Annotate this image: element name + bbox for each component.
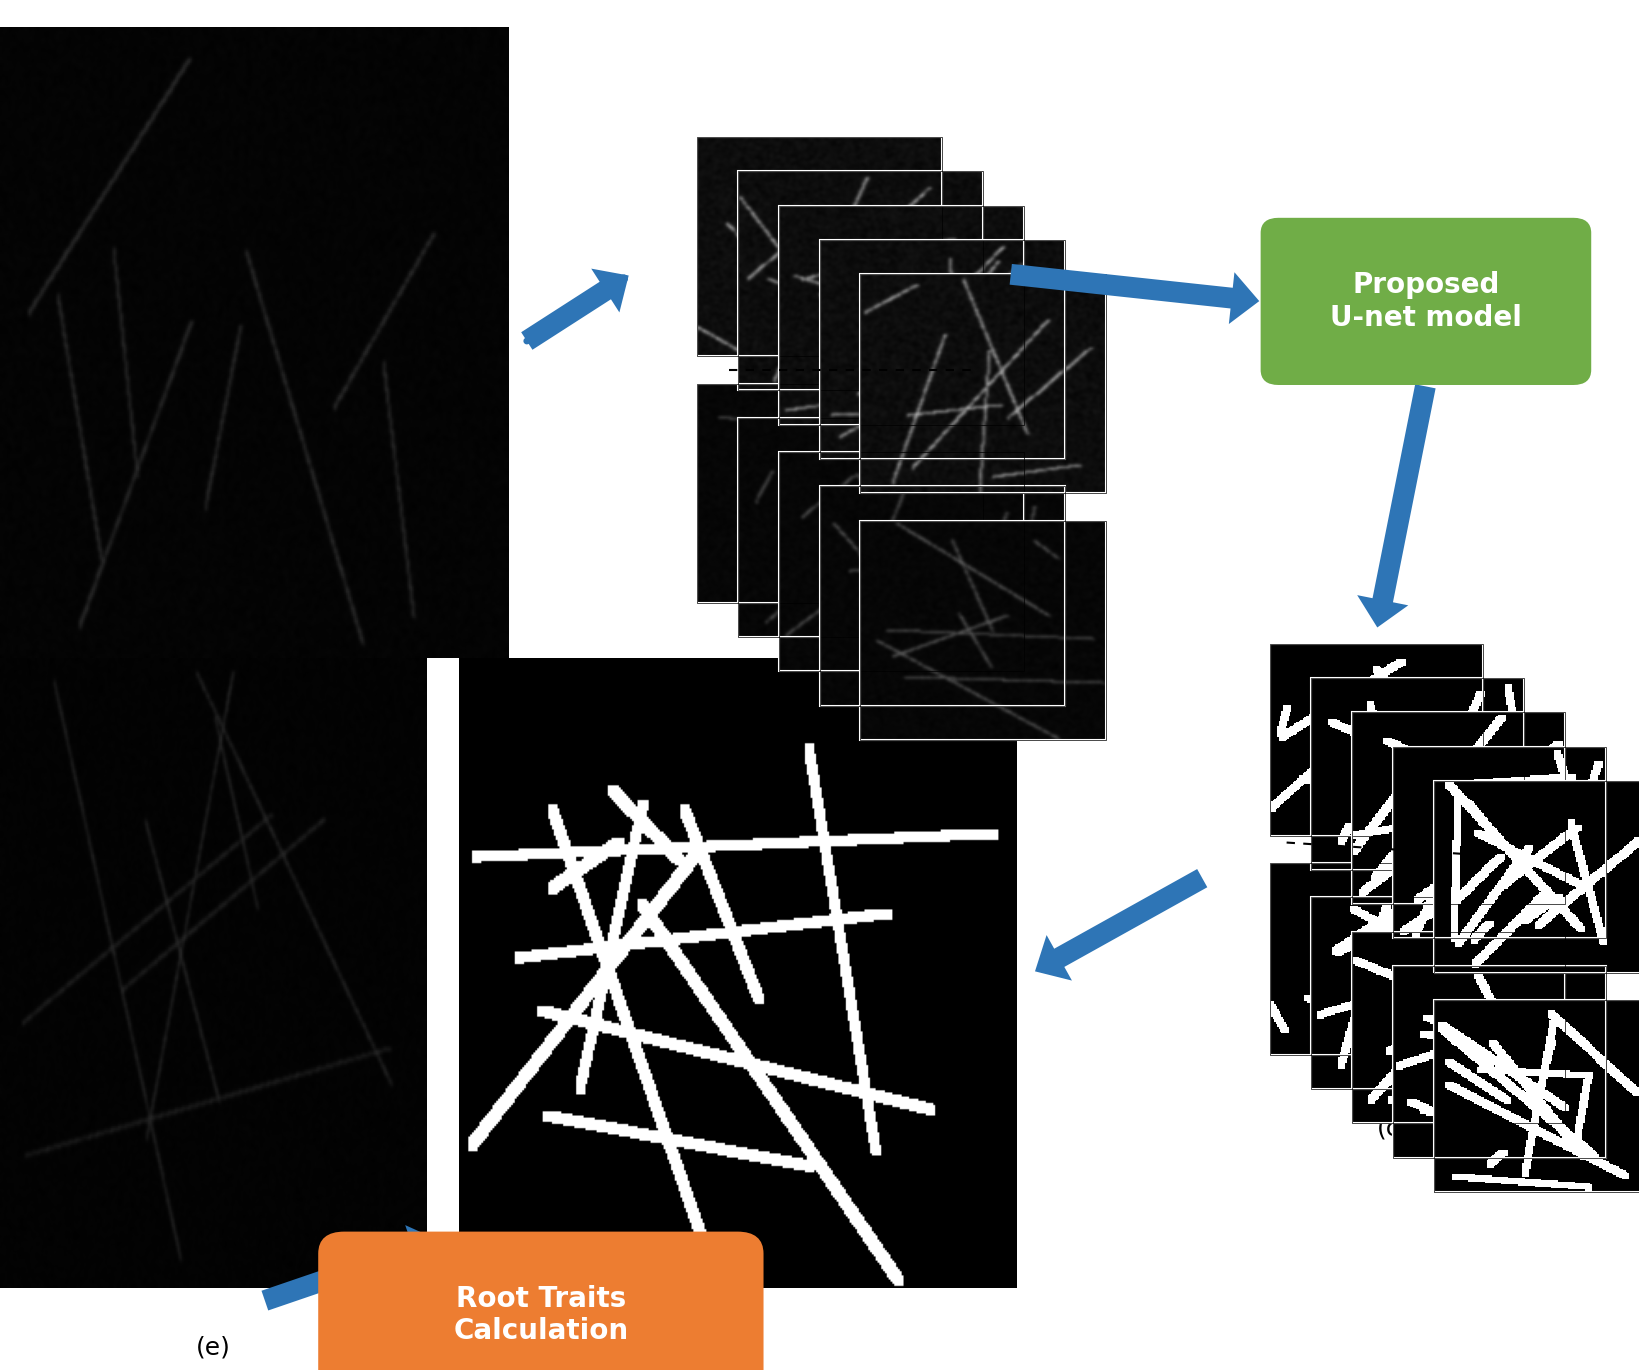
Text: (d): (d)	[720, 1336, 756, 1360]
Text: Proposed
U-net model: Proposed U-net model	[1329, 271, 1523, 332]
Bar	[1434, 781, 1639, 973]
Bar	[1434, 1000, 1639, 1192]
Bar	[1311, 678, 1524, 870]
Bar	[820, 486, 1065, 706]
Bar	[1311, 897, 1524, 1089]
Bar	[1270, 863, 1483, 1055]
Bar	[1270, 863, 1483, 1055]
Bar	[779, 206, 1024, 425]
Bar	[1311, 897, 1524, 1089]
Bar	[1270, 644, 1483, 836]
Text: Root Traits
Calculation: Root Traits Calculation	[454, 1285, 628, 1345]
Bar	[738, 171, 983, 390]
Bar	[1434, 1000, 1639, 1192]
Bar	[738, 418, 983, 637]
Bar	[1393, 747, 1606, 938]
Bar	[738, 171, 983, 390]
Bar	[1352, 712, 1565, 904]
Bar	[1352, 932, 1565, 1123]
Bar	[1393, 966, 1606, 1158]
Bar	[860, 274, 1106, 493]
Bar	[779, 452, 1024, 671]
Bar	[738, 418, 983, 637]
Bar	[1352, 712, 1565, 904]
Text: (e): (e)	[195, 1336, 231, 1360]
Bar	[860, 274, 1106, 493]
FancyBboxPatch shape	[320, 1233, 762, 1370]
FancyBboxPatch shape	[1262, 219, 1590, 384]
Bar	[1434, 781, 1639, 973]
Bar	[697, 384, 942, 603]
Bar	[1352, 932, 1565, 1123]
Bar	[697, 384, 942, 603]
Bar	[697, 137, 942, 356]
Bar	[1393, 747, 1606, 938]
Bar	[1270, 644, 1483, 836]
Text: (a): (a)	[236, 706, 272, 730]
Bar	[820, 240, 1065, 459]
Bar	[860, 521, 1106, 740]
Text: (b): (b)	[801, 678, 838, 703]
Text: (c): (c)	[1377, 1117, 1410, 1141]
Bar	[820, 240, 1065, 459]
Bar	[860, 521, 1106, 740]
Bar	[779, 206, 1024, 425]
Bar	[1311, 678, 1524, 870]
Bar	[779, 452, 1024, 671]
Bar	[820, 486, 1065, 706]
Bar	[1393, 966, 1606, 1158]
Bar	[697, 137, 942, 356]
